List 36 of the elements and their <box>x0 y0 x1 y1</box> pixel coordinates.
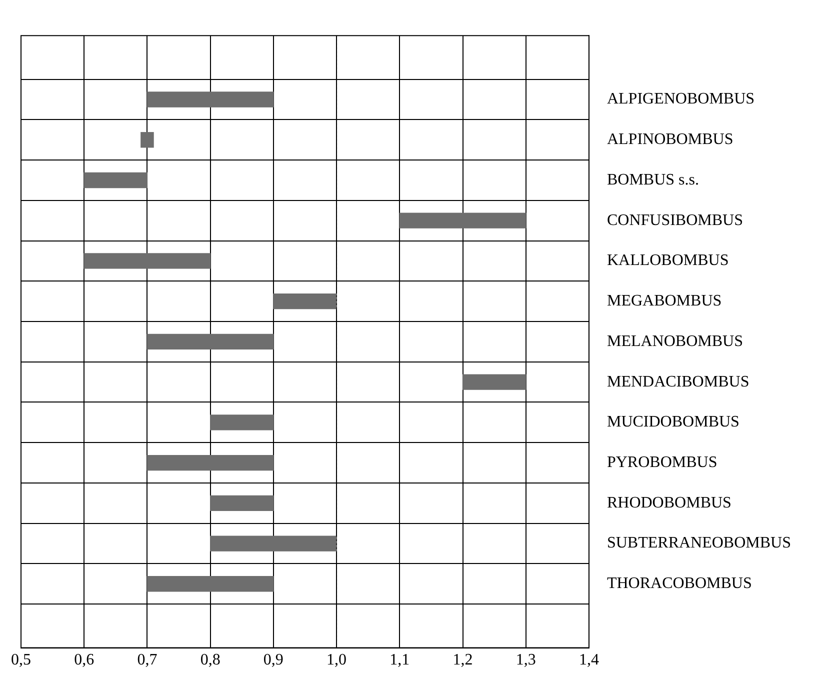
bar <box>210 536 337 552</box>
y-tick-label: MEGABOMBUS <box>606 292 722 310</box>
x-tick-label: 0,7 <box>137 652 158 669</box>
y-tick-label: KALLOBOMBUS <box>606 252 729 270</box>
y-tick-label: ALPIGENOBOMBUS <box>606 90 755 108</box>
x-tick-label: 0,5 <box>11 652 31 669</box>
y-tick-label: THORACOBOMBUS <box>606 575 752 592</box>
bar <box>210 495 274 511</box>
y-tick-label: MELANOBOMBUS <box>606 332 743 350</box>
bar <box>146 576 274 592</box>
bar <box>84 253 211 269</box>
bar <box>140 132 154 148</box>
y-tick-label: MENDACIBOMBUS <box>606 373 750 390</box>
x-tick-label: 0,8 <box>200 652 220 669</box>
x-tick-label: 1,2 <box>452 652 473 669</box>
x-tick-label: 1,4 <box>578 652 599 669</box>
bar <box>399 212 526 228</box>
y-tick-label: CONFUSIBOMBUS <box>606 212 744 229</box>
x-tick-label: 0,6 <box>74 652 94 669</box>
x-tick-label: 1,3 <box>516 652 536 669</box>
bar <box>146 92 274 108</box>
bar <box>146 334 274 350</box>
bar <box>146 454 274 471</box>
y-tick-label: SUBTERRANEOBOMBUS <box>606 534 791 552</box>
y-tick-label: PYROBOMBUS <box>606 454 718 471</box>
y-tick-label: RHODOBOMBUS <box>606 494 732 512</box>
x-tick-label: 0,9 <box>263 652 284 669</box>
bar <box>273 294 337 310</box>
x-tick-label: 1,1 <box>390 652 410 669</box>
bar <box>84 172 148 188</box>
bar <box>210 414 274 430</box>
y-tick-label: BOMBUS s.s. <box>606 171 699 188</box>
y-tick-label: MUCIDOBOMBUS <box>606 414 740 431</box>
x-tick-label: 1,0 <box>326 652 347 669</box>
bar <box>462 374 526 390</box>
y-tick-label: ALPINOBOMBUS <box>606 131 734 148</box>
